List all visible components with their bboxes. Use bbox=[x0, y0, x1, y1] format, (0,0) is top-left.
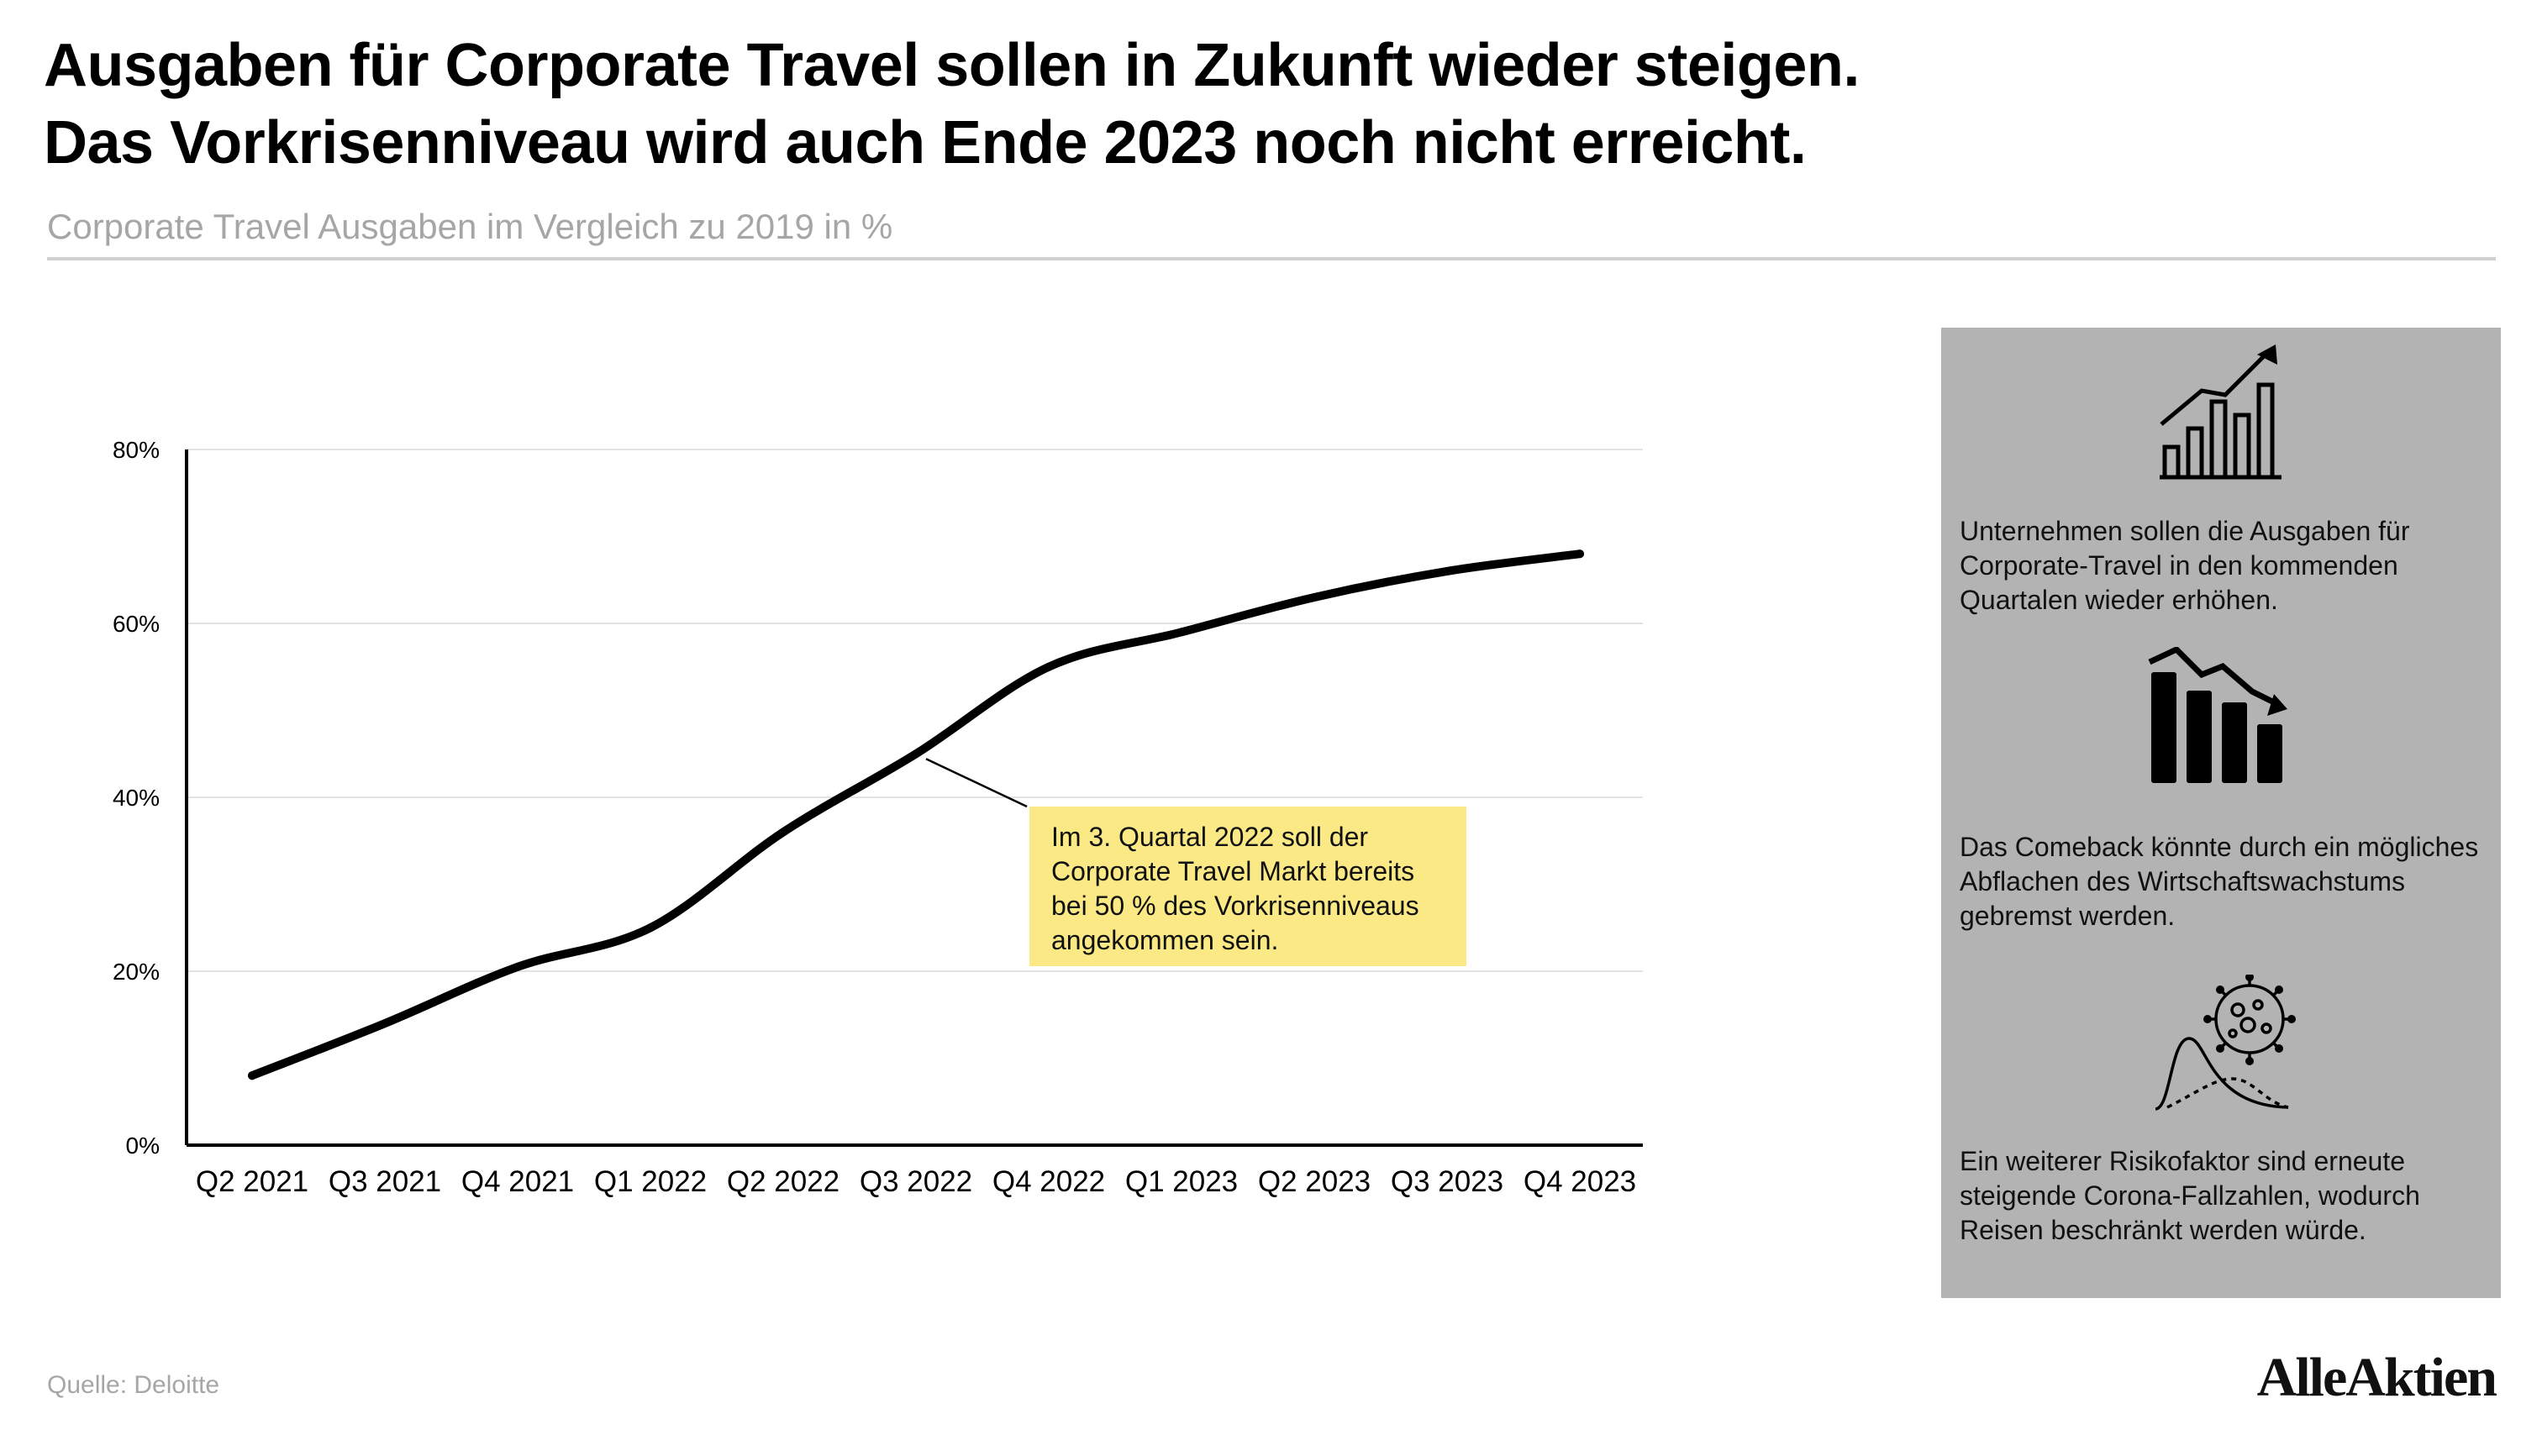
annotation-callout: Im 3. Quartal 2022 soll der Corporate Tr… bbox=[1029, 807, 1466, 966]
source-note: Quelle: Deloitte bbox=[47, 1371, 220, 1399]
header-divider bbox=[47, 257, 2496, 260]
y-tick-label: 20% bbox=[113, 959, 160, 985]
x-tick-label: Q1 2022 bbox=[594, 1165, 707, 1198]
series-line bbox=[248, 549, 1584, 1080]
y-tick-label: 60% bbox=[113, 611, 160, 637]
data-point bbox=[1443, 566, 1451, 576]
x-tick-label: Q2 2021 bbox=[196, 1165, 308, 1198]
gridlines bbox=[187, 449, 1643, 972]
y-tick-label: 80% bbox=[113, 437, 160, 463]
y-axis-ticks: 0% 20% 40% 60% 80% bbox=[113, 437, 160, 1159]
data-point bbox=[912, 749, 920, 759]
brand-logo: AlleAktien bbox=[2256, 1347, 2497, 1408]
data-points bbox=[248, 549, 1584, 1080]
x-tick-label: Q3 2021 bbox=[329, 1165, 441, 1198]
rising-bar-chart-icon bbox=[2160, 344, 2282, 480]
falling-bar-chart-icon bbox=[2148, 647, 2287, 783]
data-point bbox=[779, 828, 787, 837]
info-text-3: Ein weiterer Risikofaktor sind erneute s… bbox=[1960, 1146, 2420, 1245]
x-tick-label: Q3 2022 bbox=[860, 1165, 972, 1198]
x-tick-label: Q4 2021 bbox=[461, 1165, 574, 1198]
x-axis-ticks: Q2 2021 Q3 2021 Q4 2021 Q1 2022 Q2 2022 Q3 20… bbox=[196, 1165, 1636, 1198]
chart-title: Ausgaben für Corporate Travel sollen in … bbox=[44, 27, 2229, 181]
data-point bbox=[1177, 628, 1186, 637]
info-text-1: Unternehmen sollen die Ausgaben für Corp… bbox=[1960, 516, 2410, 615]
data-point bbox=[248, 1071, 256, 1080]
data-point bbox=[381, 1019, 389, 1028]
x-tick-label: Q4 2022 bbox=[992, 1165, 1105, 1198]
data-point bbox=[1310, 592, 1318, 602]
chart-subtitle: Corporate Travel Ausgaben im Vergleich z… bbox=[47, 207, 893, 246]
data-point bbox=[513, 962, 522, 971]
x-tick-label: Q2 2023 bbox=[1258, 1165, 1371, 1198]
title-line-2: Das Vorkrisenniveau wird auch Ende 2023 … bbox=[44, 109, 1807, 176]
title-line-1: Ausgaben für Corporate Travel sollen in … bbox=[44, 32, 1860, 99]
data-point bbox=[1576, 549, 1584, 559]
virus-curve-icon bbox=[2155, 975, 2296, 1111]
info-panel: Unternehmen sollen die Ausgaben für Corp… bbox=[1941, 328, 2501, 1298]
info-text-2: Das Comeback könnte durch ein mögliches … bbox=[1960, 832, 2479, 931]
data-point bbox=[1045, 662, 1053, 671]
x-tick-label: Q3 2023 bbox=[1391, 1165, 1503, 1198]
x-tick-label: Q1 2023 bbox=[1125, 1165, 1238, 1198]
data-point bbox=[646, 923, 655, 933]
x-tick-label: Q4 2023 bbox=[1524, 1165, 1636, 1198]
callout-leader-line bbox=[925, 758, 1028, 808]
y-tick-label: 0% bbox=[126, 1133, 160, 1159]
y-tick-label: 40% bbox=[113, 785, 160, 811]
x-tick-label: Q2 2022 bbox=[727, 1165, 839, 1198]
